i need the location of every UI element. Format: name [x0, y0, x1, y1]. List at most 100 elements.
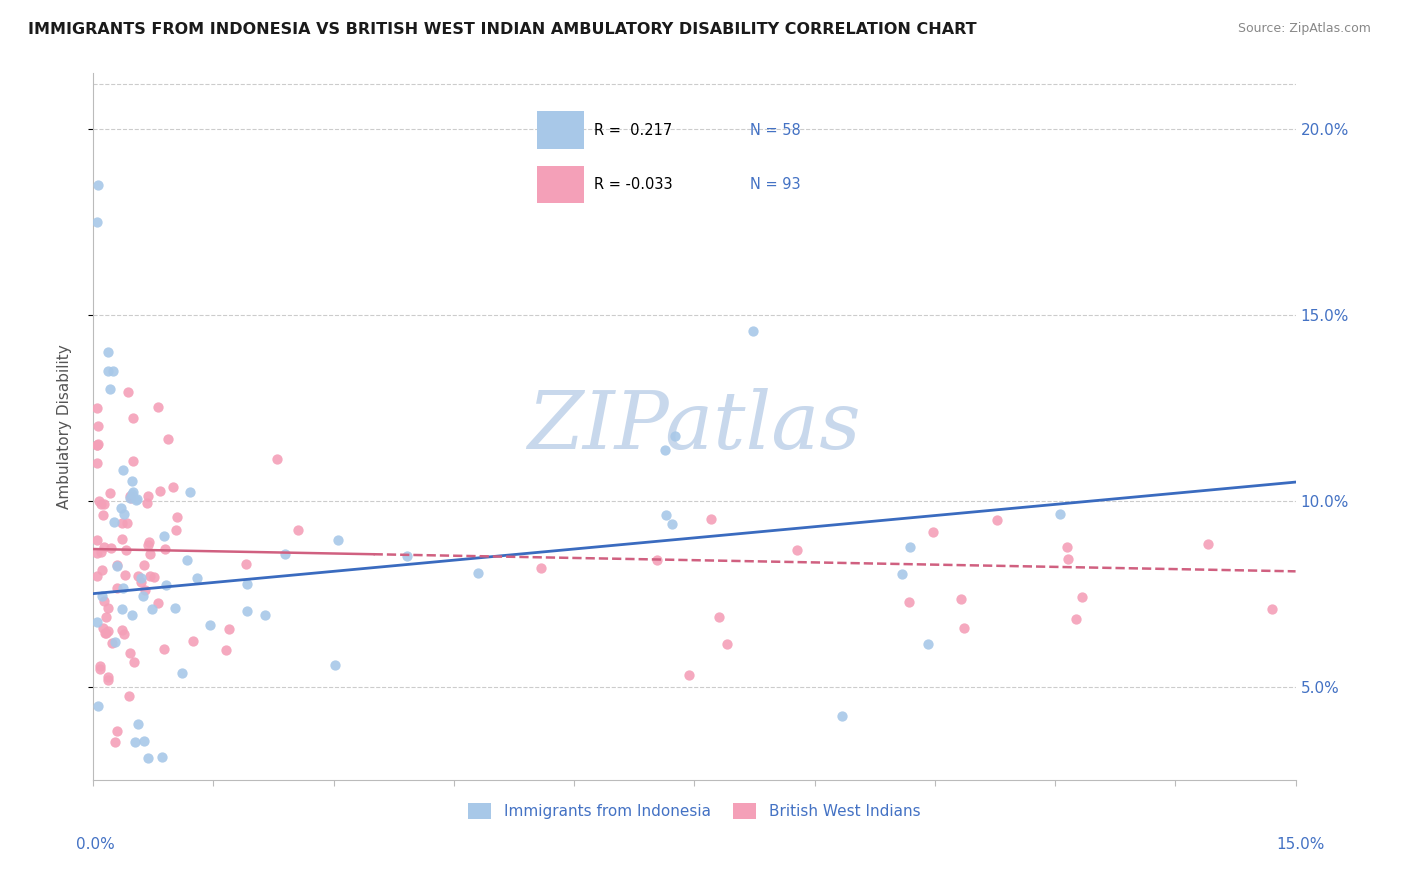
- Point: [118, 689, 141, 703]
- Point: [917, 637, 939, 651]
- Point: [1064, 612, 1087, 626]
- Point: [91, 621, 114, 635]
- Text: IMMIGRANTS FROM INDONESIA VS BRITISH WEST INDIAN AMBULATORY DISABILITY CORRELATI: IMMIGRANTS FROM INDONESIA VS BRITISH WES…: [28, 22, 977, 37]
- Point: [146, 400, 169, 414]
- Text: 15.0%: 15.0%: [1277, 838, 1324, 852]
- Point: [89, 658, 111, 673]
- Y-axis label: Ambulatory Disability: Ambulatory Disability: [58, 344, 72, 508]
- Point: [101, 635, 124, 649]
- Point: [86, 569, 108, 583]
- Point: [105, 558, 128, 573]
- Point: [134, 582, 156, 597]
- Point: [93, 594, 115, 608]
- Point: [86, 438, 108, 452]
- Point: [89, 493, 111, 508]
- Point: [143, 570, 166, 584]
- Point: [105, 724, 128, 739]
- Point: [112, 627, 135, 641]
- Point: [198, 617, 221, 632]
- Point: [132, 558, 155, 573]
- Point: [181, 633, 204, 648]
- Point: [149, 484, 172, 499]
- Point: [97, 670, 120, 684]
- Point: [162, 480, 184, 494]
- Text: Source: ZipAtlas.com: Source: ZipAtlas.com: [1237, 22, 1371, 36]
- Point: [467, 566, 489, 581]
- Point: [98, 382, 121, 396]
- Point: [89, 662, 111, 676]
- Point: [90, 545, 112, 559]
- Point: [86, 438, 108, 452]
- Point: [157, 432, 180, 446]
- Point: [287, 523, 309, 537]
- Point: [891, 567, 914, 582]
- Point: [122, 411, 145, 425]
- Point: [117, 385, 139, 400]
- Point: [87, 699, 110, 714]
- Point: [741, 324, 763, 338]
- Point: [1071, 591, 1094, 605]
- Point: [112, 507, 135, 521]
- Point: [100, 486, 122, 500]
- Point: [129, 575, 152, 590]
- Point: [111, 463, 134, 477]
- Point: [105, 582, 128, 596]
- Point: [165, 523, 187, 537]
- Point: [153, 529, 176, 543]
- Point: [707, 610, 730, 624]
- Point: [122, 655, 145, 669]
- Point: [138, 535, 160, 549]
- Point: [121, 474, 143, 488]
- Point: [266, 452, 288, 467]
- Point: [86, 215, 108, 229]
- Point: [1057, 552, 1080, 566]
- Point: [97, 601, 120, 615]
- Point: [86, 546, 108, 560]
- Point: [530, 561, 553, 575]
- Point: [661, 517, 683, 532]
- Point: [86, 615, 108, 629]
- Point: [120, 491, 142, 505]
- Point: [97, 345, 120, 359]
- Point: [146, 596, 169, 610]
- Point: [218, 623, 240, 637]
- Point: [114, 567, 136, 582]
- Point: [654, 443, 676, 458]
- Point: [103, 515, 125, 529]
- Point: [125, 493, 148, 508]
- Point: [122, 484, 145, 499]
- Point: [716, 637, 738, 651]
- Point: [323, 658, 346, 673]
- Point: [90, 496, 112, 510]
- Point: [91, 508, 114, 523]
- Point: [86, 457, 108, 471]
- Point: [110, 501, 132, 516]
- Point: [127, 492, 149, 507]
- Point: [700, 512, 723, 526]
- Point: [141, 601, 163, 615]
- Point: [150, 749, 173, 764]
- Point: [122, 454, 145, 468]
- Point: [898, 595, 921, 609]
- Point: [129, 571, 152, 585]
- Point: [253, 607, 276, 622]
- Point: [1049, 508, 1071, 522]
- Point: [91, 589, 114, 603]
- Point: [396, 549, 419, 563]
- Point: [176, 553, 198, 567]
- Point: [118, 491, 141, 505]
- Point: [136, 496, 159, 510]
- Point: [117, 516, 139, 530]
- Point: [898, 541, 921, 555]
- Point: [950, 591, 973, 606]
- Point: [111, 532, 134, 546]
- Point: [1197, 536, 1219, 550]
- Point: [170, 665, 193, 680]
- Point: [678, 668, 700, 682]
- Point: [86, 436, 108, 450]
- Legend: Immigrants from Indonesia, British West Indians: Immigrants from Indonesia, British West …: [463, 797, 927, 825]
- Point: [921, 524, 943, 539]
- Point: [111, 516, 134, 530]
- Point: [120, 489, 142, 503]
- Point: [111, 581, 134, 595]
